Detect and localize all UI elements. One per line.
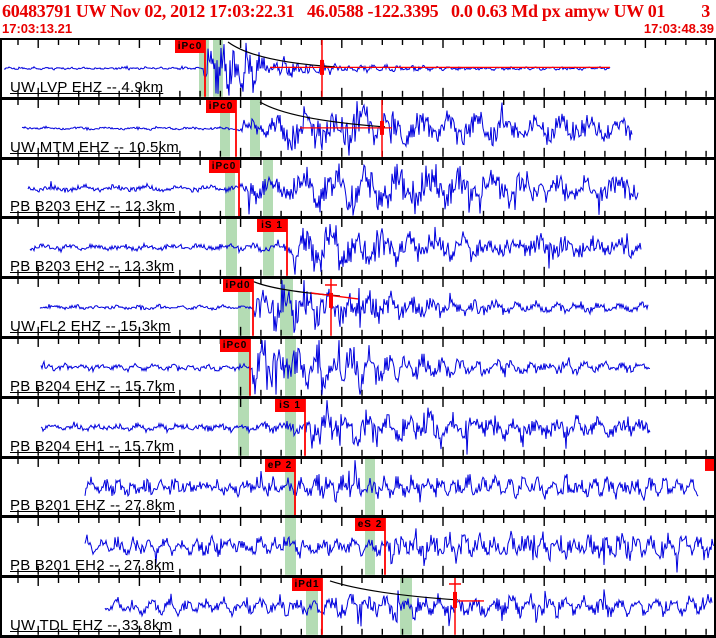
event-title-row: 60483791 UW Nov 02, 2012 17:03:22.31 46.… [0, 0, 716, 21]
trace-panel-10[interactable]: iPd1 UW TDL EHZ -- 33.8km [2, 578, 714, 635]
waveform-plot[interactable] [2, 518, 714, 576]
waveform-plot[interactable] [2, 219, 714, 277]
phase-pick-flag[interactable]: iPc0 [209, 159, 239, 173]
trace-panels: iPc0 UW LVP EHZ -- 4.9km iPc0 UW MTM EHZ --… [0, 38, 716, 638]
event-header: 60483791 UW Nov 02, 2012 17:03:22.31 46.… [0, 0, 716, 38]
waveform-plot[interactable] [2, 99, 714, 157]
waveform-plot[interactable] [2, 159, 714, 217]
waveform-plot[interactable] [2, 40, 714, 97]
trace-panel-7[interactable]: iS 1 PB B204 EH1 -- 15.7km [2, 398, 714, 459]
phase-pick-flag[interactable]: iPc0 [175, 40, 205, 53]
phase-pick-flag[interactable]: eP 2 [265, 458, 295, 472]
window-start-time: 17:03:13.21 [2, 21, 73, 36]
phase-pick-flag[interactable]: iPc0 [220, 338, 250, 352]
trace-panel-6[interactable]: iPc0 PB B204 EHZ -- 15.7km [2, 338, 714, 399]
trace-panel-5[interactable]: iPd0 UW FL2 EHZ -- 15.3km [2, 279, 714, 339]
phase-pick-flag[interactable]: iPd1 [292, 578, 322, 592]
phase-pick-flag[interactable]: iS 1 [275, 398, 305, 412]
trace-panel-9[interactable]: eS 2 PB B201 EH2 -- 27.8km [2, 518, 714, 579]
trace-panel-1[interactable]: iPc0 UW LVP EHZ -- 4.9km [2, 40, 714, 100]
waveform-plot[interactable] [2, 458, 714, 516]
waveform-plot[interactable] [2, 578, 714, 635]
time-window-row: 17:03:13.21 17:03:48.39 [0, 21, 716, 36]
phase-pick-flag[interactable]: iPd0 [223, 279, 253, 293]
phase-pick-flag[interactable]: eS 2 [355, 518, 385, 532]
phase-pick-flag[interactable]: iS 1 [257, 219, 287, 233]
window-end-time: 17:03:48.39 [643, 21, 714, 36]
waveform-plot[interactable] [2, 338, 714, 396]
event-summary: 60483791 UW Nov 02, 2012 17:03:22.31 46.… [2, 1, 666, 21]
event-count: 3 [701, 1, 710, 21]
trace-panel-3[interactable]: iPc0 PB B203 EHZ -- 12.3km [2, 159, 714, 220]
waveform-plot[interactable] [2, 279, 714, 336]
trace-panel-8[interactable]: eP 2 PB B201 EHZ -- 27.8km [2, 458, 714, 519]
trace-panel-2[interactable]: iPc0 UW MTM EHZ -- 10.5km [2, 99, 714, 160]
phase-pick-flag[interactable]: iPc0 [206, 99, 236, 113]
waveform-plot[interactable] [2, 398, 714, 456]
trace-panel-4[interactable]: iS 1 PB B203 EH2 -- 12.3km [2, 219, 714, 280]
